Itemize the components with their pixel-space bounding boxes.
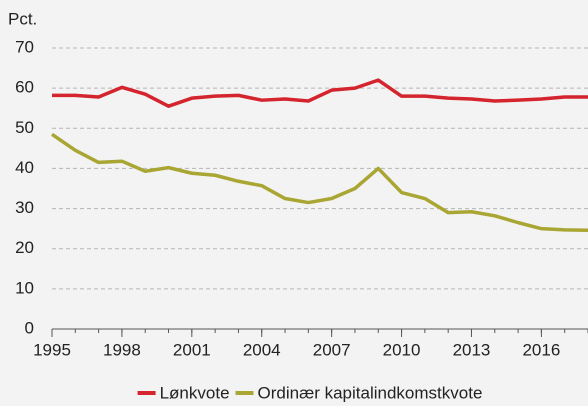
x-tick-label: 1995 xyxy=(33,340,71,359)
x-tick-label: 2001 xyxy=(173,340,211,359)
line xyxy=(51,132,588,232)
x-tick-label: 2010 xyxy=(383,340,421,359)
y-tick-label: 0 xyxy=(25,318,34,337)
x-tick-label: 2013 xyxy=(453,340,491,359)
x-tick-label: 2004 xyxy=(243,340,281,359)
y-tick-label: 50 xyxy=(15,118,34,137)
legend-label: Lønkvote xyxy=(160,383,230,402)
y-tick-label: 60 xyxy=(15,78,34,97)
y-tick-label: 10 xyxy=(15,278,34,297)
y-tick-label: 70 xyxy=(15,37,34,56)
legend-label: Ordinær kapitalindkomstkvote xyxy=(258,383,483,402)
x-tick-label: 2016 xyxy=(522,340,560,359)
y-tick-label: 40 xyxy=(15,158,34,177)
y-tick-label: 30 xyxy=(15,198,34,217)
y-tick-label: 20 xyxy=(15,238,34,257)
y-axis-label: Pct. xyxy=(8,9,37,28)
x-tick-label: 1998 xyxy=(103,340,141,359)
line xyxy=(52,78,588,108)
x-tick-label: 2007 xyxy=(313,340,351,359)
